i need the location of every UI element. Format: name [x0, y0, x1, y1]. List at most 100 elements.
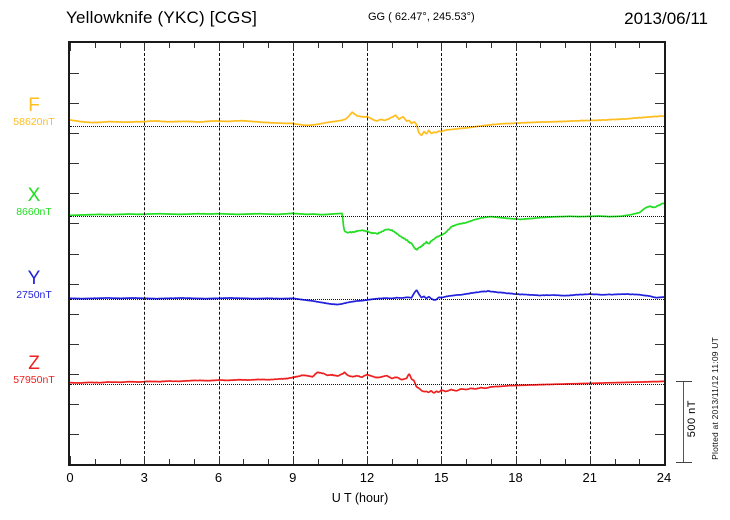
x-tick-top-20: [565, 43, 566, 48]
x-tick-top-4: [169, 43, 170, 48]
x-tick-top-1: [94, 43, 96, 48]
x-tick-bottom-5: [193, 459, 195, 464]
y-tick-left-8: [70, 283, 79, 285]
y-tick-left-4: [70, 163, 79, 165]
x-tick-label-12: 12: [359, 470, 375, 485]
x-tick-top-17: [490, 43, 492, 48]
x-tick-label-3: 3: [140, 470, 148, 485]
x-tick-bottom-7: [243, 459, 245, 464]
x-tick-bottom-10: [317, 459, 319, 464]
x-tick-top-6: [218, 43, 220, 51]
x-tick-top-0: [70, 43, 71, 51]
x-tick-top-9: [292, 43, 294, 51]
component-symbol-f: F: [28, 95, 40, 116]
x-tick-top-15: [441, 43, 443, 51]
x-tick-label-9: 9: [289, 470, 297, 485]
component-label-f: F 58620nT: [2, 96, 66, 129]
x-tick-bottom-23: [639, 459, 641, 464]
scale-bar-line: [683, 381, 684, 463]
x-tick-top-22: [614, 43, 616, 48]
y-tick-left-7: [70, 253, 79, 255]
x-tick-bottom-19: [540, 459, 542, 464]
y-tick-left-3: [70, 133, 79, 135]
vertical-gridline-12h: [367, 43, 368, 464]
x-tick-top-2: [119, 43, 121, 48]
y-tick-right-5: [655, 193, 664, 195]
x-tick-top-7: [243, 43, 245, 48]
component-symbol-x: X: [27, 185, 41, 206]
scale-bar: [676, 381, 692, 463]
page-title: Yellowknife (YKC) [CGS]: [66, 8, 258, 27]
baseline-f: [70, 126, 664, 127]
baseline-y: [70, 299, 664, 300]
y-tick-left-9: [70, 313, 79, 315]
x-tick-bottom-17: [490, 459, 492, 464]
x-tick-top-3: [144, 43, 146, 51]
component-label-z: Z 57950nT: [2, 354, 66, 387]
x-tick-bottom-11: [342, 459, 344, 464]
x-tick-bottom-9: [292, 456, 294, 464]
x-tick-bottom-4: [169, 459, 170, 464]
scale-bar-label: 500 nT: [686, 400, 698, 438]
x-tick-bottom-14: [416, 459, 418, 464]
x-tick-bottom-21: [589, 456, 591, 464]
y-tick-right-2: [655, 103, 664, 105]
scale-bar-bottom-cap: [676, 462, 692, 463]
x-tick-top-10: [317, 43, 319, 48]
x-axis-title: U T (hour): [0, 491, 730, 505]
x-tick-top-18: [515, 43, 517, 51]
vertical-gridline-9h: [292, 43, 294, 464]
x-tick-label-6: 6: [214, 470, 223, 485]
y-tick-left-1: [70, 73, 79, 75]
x-tick-top-8: [268, 43, 269, 48]
scale-bar-top-cap: [676, 381, 692, 382]
y-tick-left-6: [70, 223, 79, 225]
y-tick-right-9: [655, 313, 664, 315]
x-tick-bottom-8: [268, 459, 269, 464]
y-tick-right-4: [655, 163, 664, 165]
x-tick-top-19: [540, 43, 542, 48]
component-label-y: Y 2750nT: [2, 269, 66, 302]
x-tick-bottom-3: [144, 456, 146, 464]
component-symbol-y: Y: [27, 268, 41, 289]
y-tick-left-5: [70, 193, 79, 195]
x-tick-label-18: 18: [508, 470, 523, 485]
y-tick-right-13: [655, 433, 664, 435]
y-tick-right-10: [655, 343, 664, 345]
x-tick-top-12: [367, 43, 368, 51]
plot-area: [70, 43, 664, 464]
y-tick-left-11: [70, 373, 79, 375]
y-tick-right-12: [655, 403, 664, 405]
y-tick-left-2: [70, 103, 79, 105]
plot-frame: [68, 41, 666, 466]
x-tick-label-15: 15: [434, 470, 449, 485]
x-tick-top-21: [589, 43, 591, 51]
y-tick-right-11: [655, 373, 664, 375]
y-tick-right-3: [655, 133, 664, 135]
y-tick-left-12: [70, 403, 79, 405]
vertical-gridline-15h: [441, 43, 443, 464]
component-baseline-z: 57950nT: [13, 374, 55, 386]
baseline-x: [70, 216, 664, 217]
component-baseline-y: 2750nT: [16, 289, 52, 301]
vertical-gridline-3h: [144, 43, 146, 464]
y-tick-left-13: [70, 433, 79, 435]
x-tick-top-13: [391, 43, 393, 48]
component-label-x: X 8660nT: [2, 186, 66, 219]
x-tick-label-24: 24: [656, 470, 672, 485]
x-tick-bottom-20: [565, 459, 566, 464]
x-tick-bottom-15: [441, 456, 443, 464]
y-tick-right-7: [655, 253, 664, 255]
x-tick-top-23: [639, 43, 641, 48]
vertical-gridline-18h: [515, 43, 517, 464]
plot-timestamp-label: Plotted at 2013/11/12 11:09 UT: [710, 337, 720, 460]
x-tick-bottom-16: [466, 459, 467, 464]
vertical-gridline-6h: [218, 43, 220, 464]
y-tick-left-10: [70, 343, 79, 345]
geographic-coordinates-label: GG ( 62.47°, 245.53°): [368, 11, 475, 23]
x-tick-label-21: 21: [582, 470, 597, 485]
x-tick-bottom-12: [367, 456, 368, 464]
baseline-z: [70, 384, 664, 385]
x-tick-bottom-1: [94, 459, 96, 464]
